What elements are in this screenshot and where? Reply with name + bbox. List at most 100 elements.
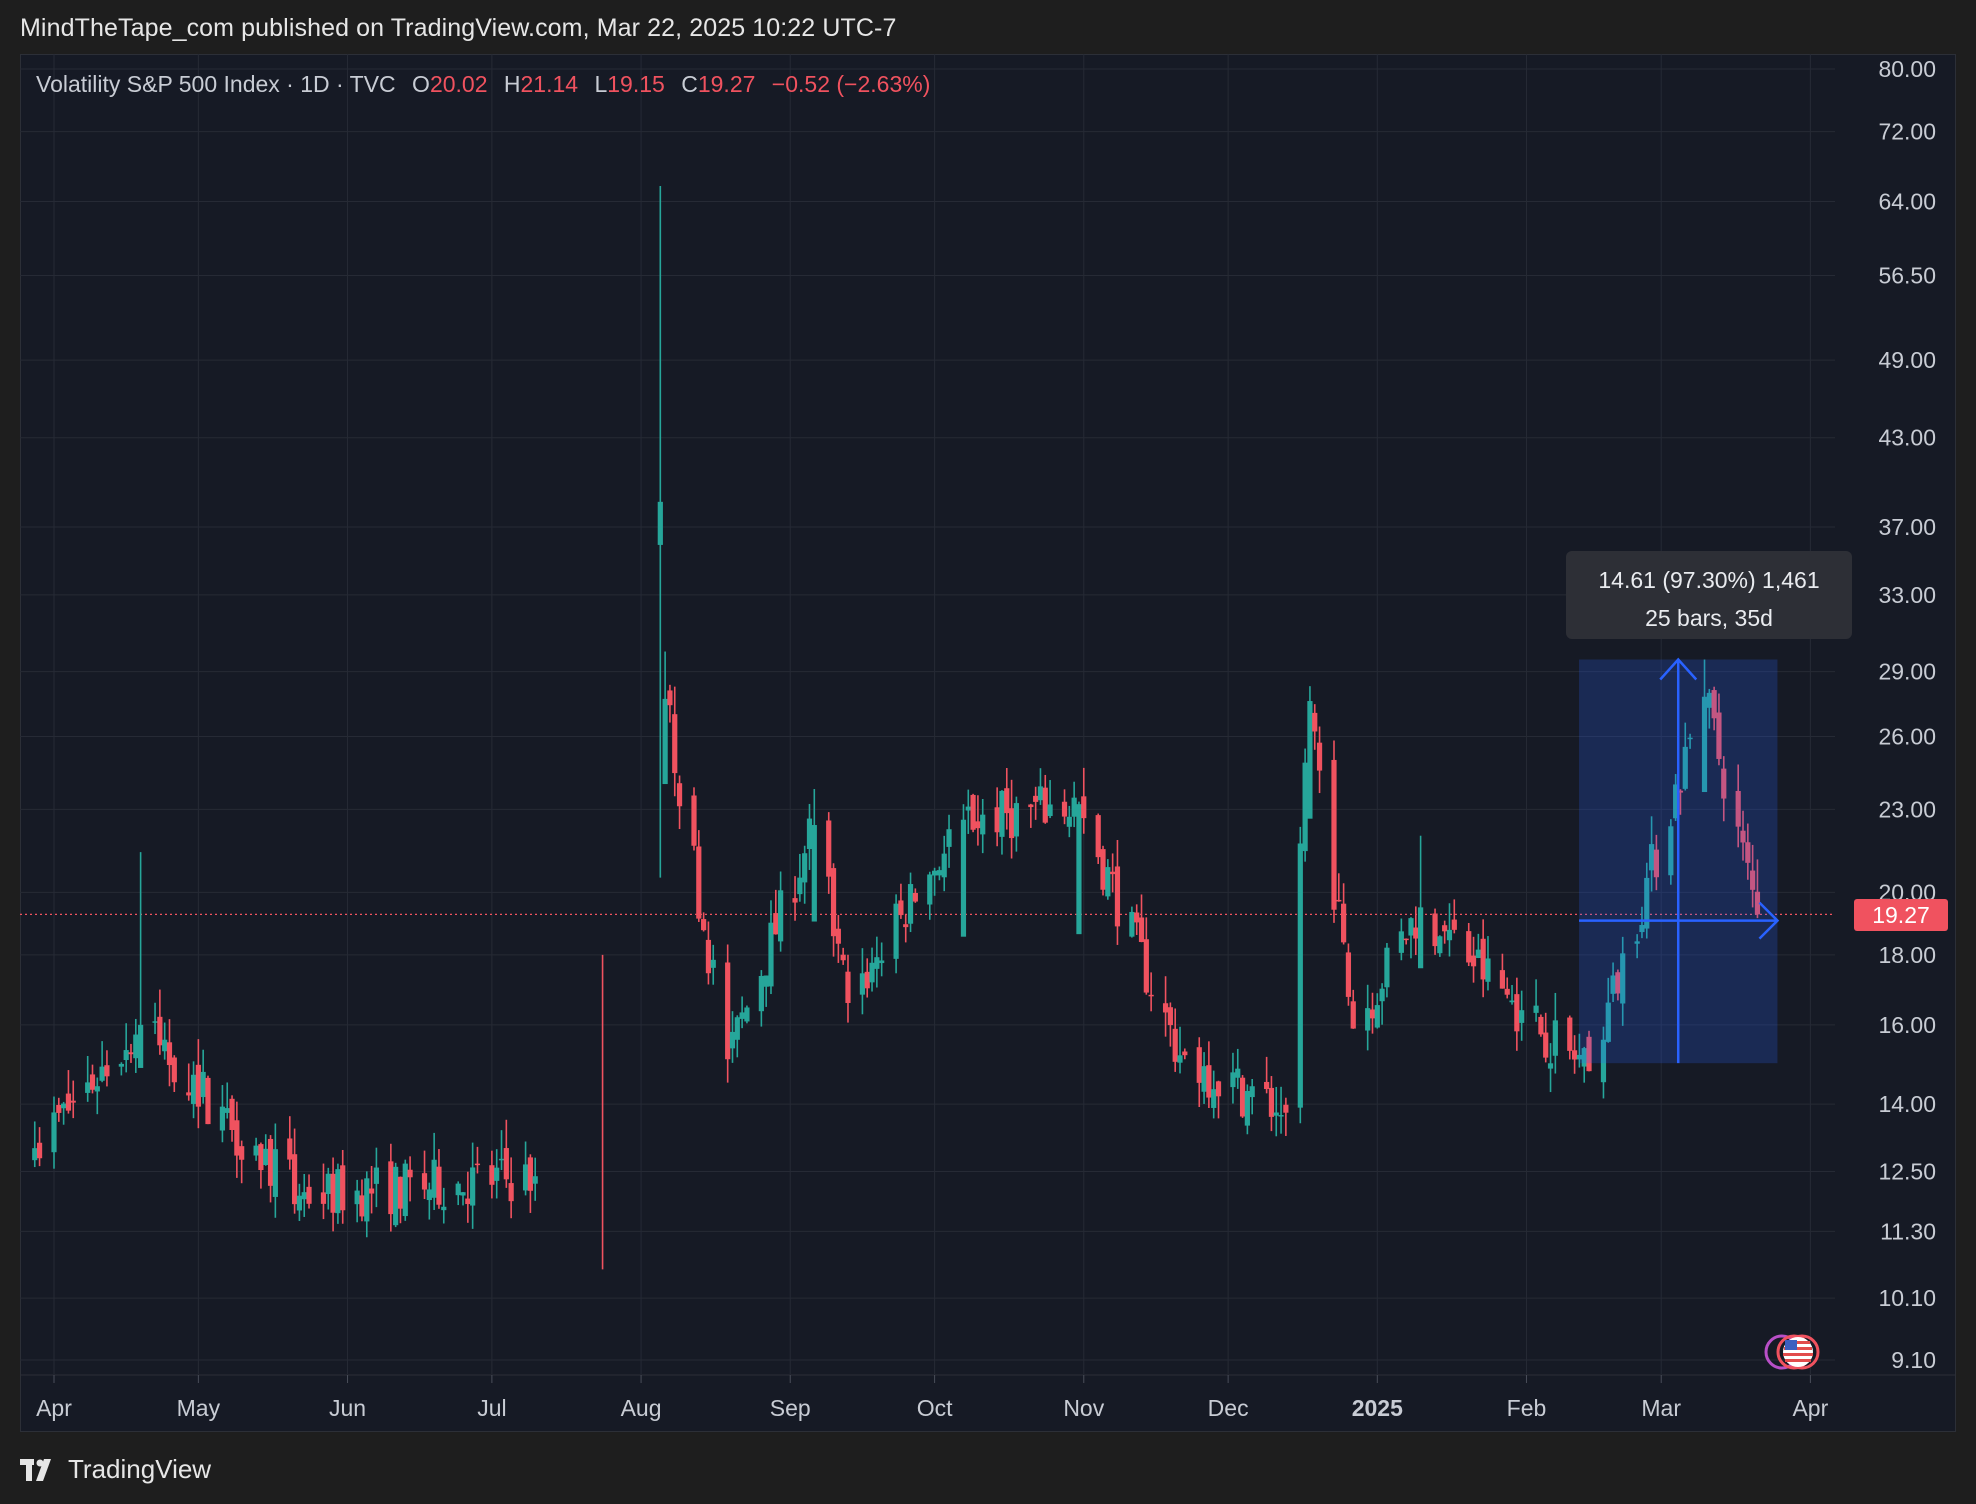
candle-body <box>1721 768 1727 799</box>
high-value: 21.14 <box>520 71 579 97</box>
candle-body <box>1249 1086 1255 1098</box>
candle-body <box>330 1173 336 1213</box>
candle-body <box>118 1063 124 1067</box>
candle-body <box>431 1159 437 1198</box>
candle-body <box>734 1017 740 1040</box>
candle-body <box>407 1169 413 1178</box>
time-tick-label: Aug <box>621 1395 662 1421</box>
candle-body <box>907 884 914 924</box>
candle-body <box>123 1050 129 1061</box>
candle-body <box>190 1074 197 1104</box>
candle-body <box>1177 1055 1183 1063</box>
candle-body <box>388 1161 394 1215</box>
time-tick-label: Oct <box>917 1395 953 1421</box>
candle-body <box>229 1098 235 1130</box>
candle-body <box>1076 804 1082 935</box>
chart-grid <box>20 54 1835 1374</box>
candle-body <box>85 1082 91 1093</box>
candle-body <box>1480 938 1486 980</box>
candle-body <box>1639 924 1645 933</box>
candle-body <box>1581 1048 1587 1067</box>
candle-body <box>1013 803 1019 837</box>
candle-body <box>1365 1008 1371 1031</box>
candle-body <box>1331 759 1337 910</box>
candle-body <box>662 698 668 785</box>
symbol-label: Volatility S&P 500 Index · 1D · TVC <box>36 71 396 97</box>
candle-body <box>1384 947 1390 988</box>
candle-body <box>1336 899 1342 902</box>
candle-body <box>1143 939 1149 993</box>
candle-body <box>999 790 1005 837</box>
price-tick-label: 72.00 <box>1878 119 1936 145</box>
candle-body <box>1201 1066 1207 1092</box>
candle-body <box>1740 830 1746 843</box>
candle-body <box>421 1173 428 1190</box>
candle-body <box>51 1112 57 1153</box>
candle-body <box>1701 696 1708 793</box>
measure-tooltip-line2: 25 bars, 35d <box>1645 605 1773 631</box>
candle-body <box>1037 786 1044 801</box>
candle-body <box>1081 796 1087 819</box>
tradingview-logo-icon <box>20 1458 51 1481</box>
high-label: H <box>503 71 521 97</box>
candle-body <box>441 1206 447 1211</box>
candle-body <box>1485 958 1491 982</box>
price-tick-label: 49.00 <box>1878 347 1936 373</box>
candle-body <box>1653 849 1659 878</box>
candle-body <box>1047 804 1053 817</box>
time-axis: Apr May Jun Jul Aug Sep Oct Nov Dec 2025 Feb Mar Apr <box>20 1374 1956 1421</box>
candle-body <box>239 1146 245 1160</box>
candle-body <box>1398 931 1404 953</box>
candle-body <box>253 1145 259 1156</box>
candle-body <box>1576 1054 1583 1060</box>
candle-body <box>65 1093 72 1111</box>
candle-body <box>522 1164 529 1191</box>
candle-body <box>195 1064 201 1107</box>
candle-body <box>171 1057 177 1083</box>
ohlc-legend: Volatility S&P 500 Index · 1D · TVC O20.… <box>36 71 930 98</box>
candlestick-chart[interactable]: 80.00 72.00 64.00 56.50 49.00 43.00 37.00 33.00… <box>20 54 1956 1432</box>
candle-body <box>258 1144 264 1171</box>
candle-body <box>1567 1017 1573 1051</box>
candle-body <box>864 971 870 989</box>
candle-body <box>1264 1081 1270 1090</box>
candle-body <box>1215 1081 1222 1097</box>
candle-body <box>1369 1009 1376 1019</box>
open-label: O <box>412 71 430 97</box>
candle-body <box>696 846 702 919</box>
candle-body <box>287 1138 293 1160</box>
candle-body <box>1345 952 1352 997</box>
candle-body <box>152 1021 158 1023</box>
candle-body <box>1504 988 1510 995</box>
candle-body <box>1374 1005 1380 1028</box>
candle-body <box>1533 1005 1539 1013</box>
candle-body <box>994 807 1000 833</box>
candle-body <box>1470 955 1477 967</box>
candle-body <box>1134 912 1140 923</box>
candle-body <box>725 962 731 1060</box>
candle-body <box>1033 795 1039 802</box>
candle-body <box>1307 701 1313 819</box>
us-flag-events-icon[interactable] <box>1758 1332 1838 1372</box>
candle-body <box>402 1163 408 1217</box>
price-tick-label: 29.00 <box>1878 659 1936 685</box>
measure-up-arrow-icon <box>1659 657 1698 681</box>
footer-brand[interactable]: TradingView <box>68 1454 212 1484</box>
time-tick-label: Jul <box>477 1395 506 1421</box>
candle-body <box>1745 842 1751 863</box>
candle-body <box>1341 903 1347 943</box>
candle-body <box>1538 1016 1544 1035</box>
candle-body <box>1673 784 1679 819</box>
candle-body <box>797 877 803 895</box>
candle-body <box>1432 913 1438 947</box>
candle-body <box>1735 790 1741 827</box>
candle-body <box>903 924 909 928</box>
candle-body <box>426 1189 432 1201</box>
candle-body <box>36 1142 43 1159</box>
candle-body <box>503 1148 509 1180</box>
candle-body <box>879 960 885 964</box>
candle-body <box>1677 790 1684 793</box>
candle-body <box>1543 1032 1549 1058</box>
candle-body <box>691 795 697 846</box>
candle-body <box>869 962 875 983</box>
